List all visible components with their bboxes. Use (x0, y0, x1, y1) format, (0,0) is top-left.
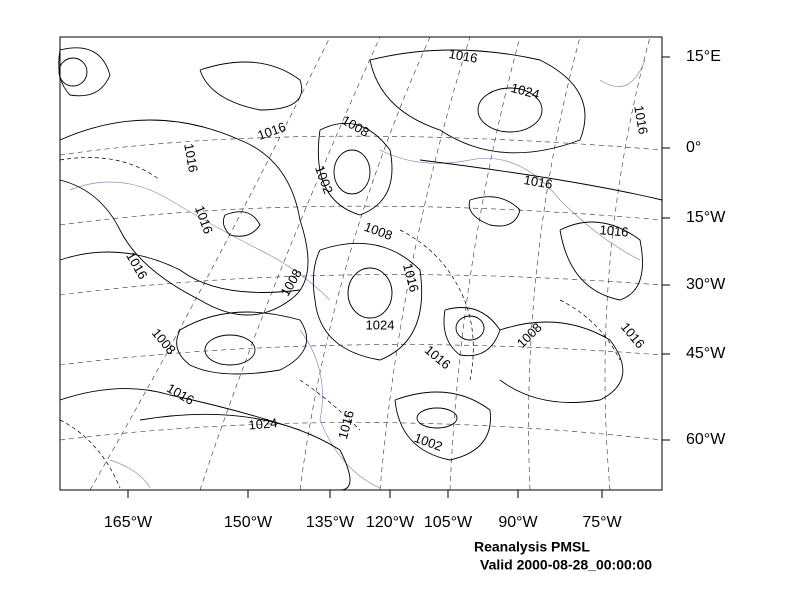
map-plot (58, 36, 663, 491)
lat-label: 15°E (686, 48, 721, 65)
contour-label: 1008 (277, 266, 304, 299)
contour-label: 1002 (312, 163, 336, 195)
lon-label: 75°W (582, 514, 622, 531)
contour-label: 1016 (123, 249, 150, 282)
lon-label: 120°W (366, 514, 415, 531)
contour-label: 1008 (362, 219, 394, 243)
map-frame (59, 36, 663, 491)
contour-label: 1016 (599, 222, 629, 239)
lon-label: 135°W (306, 514, 355, 531)
lat-label: 15°W (686, 209, 726, 226)
lat-label: 60°W (686, 431, 726, 448)
contour-label: 1024 (366, 317, 395, 332)
contour-label: 1016 (192, 203, 216, 235)
contour-label: 1016 (400, 262, 422, 294)
caption: Valid 2000-08-28_00:00:00 (480, 557, 652, 573)
lon-label: 165°W (104, 514, 153, 531)
lon-label: 90°W (498, 514, 538, 531)
contour-label: 1016 (448, 46, 479, 66)
contour-label: 1024 (509, 80, 541, 102)
contour-label: 1016 (618, 319, 648, 351)
contour-label: 1016 (181, 142, 201, 173)
contour-label: 1016 (523, 172, 554, 192)
lon-label: 105°W (424, 514, 473, 531)
contour-label: 1024 (248, 415, 278, 432)
contour-label: 1016 (255, 119, 287, 143)
contour-label: 1008 (514, 320, 545, 351)
contour-label: 1008 (149, 325, 179, 357)
caption: Reanalysis PMSL (474, 539, 590, 555)
contour-label: 1016 (164, 380, 197, 407)
lat-label: 30°W (686, 276, 726, 293)
contour-label: 1008 (339, 112, 372, 139)
contour-label: 1002 (412, 430, 444, 454)
contour-label: 1016 (422, 342, 454, 372)
lat-label: 45°W (686, 345, 726, 362)
lon-label: 150°W (224, 514, 273, 531)
contour-label: 1016 (631, 104, 651, 135)
lat-label: 0° (686, 139, 701, 156)
contour-label: 1016 (335, 409, 357, 441)
map-labels: 165°W 150°W 135°W 120°W 105°W 90°W 75°W 15°E 0° 1… (104, 46, 726, 573)
